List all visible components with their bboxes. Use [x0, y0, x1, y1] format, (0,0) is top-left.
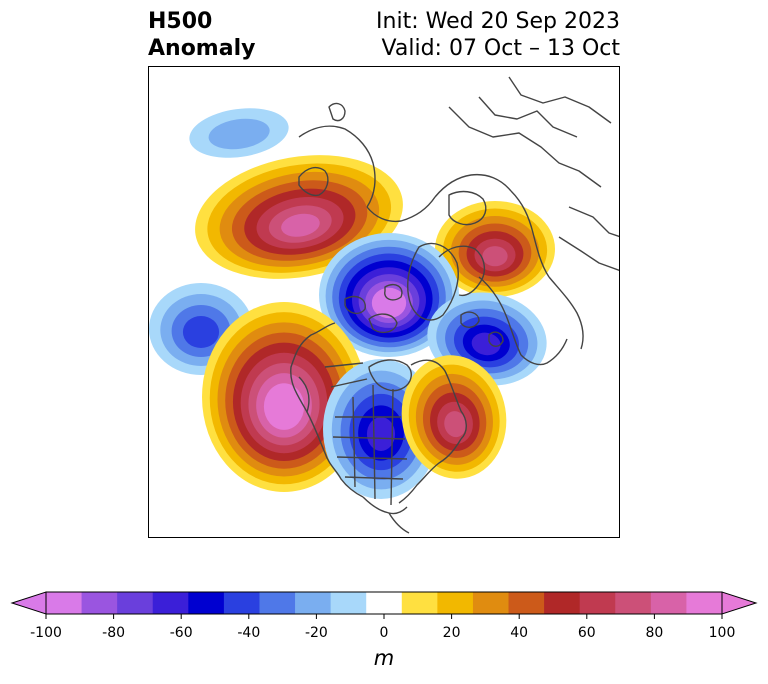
contour-band — [378, 294, 400, 314]
colorbar-tick-label: 80 — [645, 625, 664, 641]
canada-trough-anomaly — [319, 233, 459, 357]
siberia-ridge-anomaly — [435, 201, 555, 297]
colorbar-bin — [579, 592, 616, 614]
colorbar-bin — [615, 592, 652, 614]
contour-band — [271, 393, 297, 423]
colorbar-bin — [544, 592, 581, 614]
colorbar-bin — [330, 592, 367, 614]
contour-band — [208, 118, 270, 150]
atlantic-ridge-anomaly — [401, 355, 507, 479]
colorbar-tick-label: 20 — [442, 625, 461, 641]
colorbar-bin — [223, 592, 260, 614]
title-line-1: H500 — [148, 9, 213, 34]
contour-band — [366, 417, 396, 451]
colorbar-extend-high — [721, 591, 758, 615]
colorbar-bin — [117, 592, 154, 614]
contour-band — [482, 246, 508, 267]
arctic-low-anomaly — [189, 108, 289, 158]
colorbar — [10, 591, 758, 619]
colorbar-bin — [401, 592, 438, 614]
colorbar-bin — [188, 592, 225, 614]
date-info: Init: Wed 20 Sep 2023 Valid: 07 Oct – 13… — [376, 8, 620, 62]
colorbar-bin — [259, 592, 296, 614]
map-title: H500 Anomaly — [148, 8, 255, 62]
valid-date-label: Valid: 07 Oct – 13 Oct — [381, 36, 620, 61]
title-line-2: Anomaly — [148, 36, 256, 61]
colorbar-bin — [152, 592, 189, 614]
colorbar-bin — [650, 592, 687, 614]
colorbar-bin — [295, 592, 332, 614]
colorbar-unit-label: m — [373, 646, 395, 670]
colorbar-bin — [366, 592, 403, 614]
coastlines — [290, 76, 619, 534]
colorbar-bin — [508, 592, 545, 614]
anomaly-map — [148, 66, 620, 538]
colorbar-tick-label: 40 — [510, 625, 529, 641]
contour-band — [182, 316, 220, 348]
colorbar-bin — [437, 592, 474, 614]
contour-band — [444, 411, 467, 438]
colorbar-tick-label: -80 — [102, 625, 126, 641]
colorbar-bin — [472, 592, 510, 614]
colorbar-tick-label: -100 — [30, 625, 62, 641]
map-canvas — [149, 76, 619, 534]
colorbar-bin — [81, 592, 118, 614]
alaska-ridge-anomaly — [195, 155, 403, 279]
colorbar-tick-label: 100 — [708, 625, 736, 641]
init-date-label: Init: Wed 20 Sep 2023 — [376, 9, 620, 34]
colorbar-extend-low — [10, 591, 47, 615]
contour-band — [281, 213, 320, 237]
colorbar-bin — [686, 592, 723, 614]
colorbar-tick-label: -40 — [237, 625, 261, 641]
colorbar-tick-label: 60 — [577, 625, 596, 641]
colorbar-tick-label: -60 — [169, 625, 193, 641]
colorbar-tick-label: -20 — [304, 625, 328, 641]
contour-band — [471, 332, 501, 356]
colorbar-bin — [46, 592, 83, 614]
colorbar-tick-label: 0 — [379, 625, 389, 641]
